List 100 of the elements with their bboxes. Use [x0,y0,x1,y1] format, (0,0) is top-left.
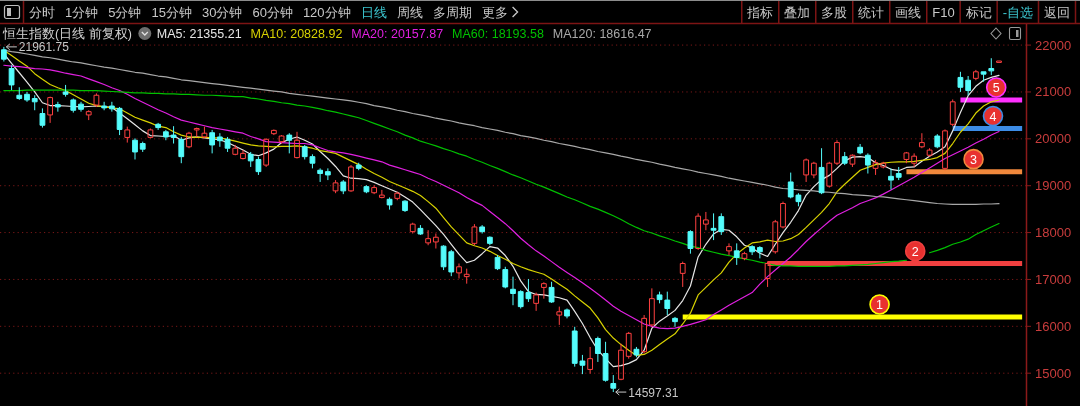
candlestick [332,179,339,194]
text: 返回 [1044,5,1070,20]
text: 指标 [746,5,774,20]
candlestick [324,167,331,181]
candlestick [502,266,509,289]
text: 1分钟 [65,5,99,20]
candlestick [548,281,555,304]
candlestick [533,292,540,312]
candlestick [479,224,486,235]
candlestick [841,151,848,166]
candlestick [263,137,270,168]
text: 多股 [821,5,848,20]
series-label: 2 [911,244,919,259]
candlestick [756,245,763,259]
candlestick [54,101,61,113]
candlestick [857,143,864,155]
candlestick [139,141,146,153]
candlestick [0,46,7,62]
candlestick [826,161,833,189]
text: MA20: 20157.87 [351,27,444,41]
candlestick [425,229,432,246]
candlestick [47,96,54,124]
candlestick [209,129,216,154]
text: MA120: 18616.47 [552,27,652,41]
annotation: 14597.31 [628,385,679,400]
text: 30分钟 [201,5,243,20]
text: 日线 [360,5,387,20]
y-tick-label: 21000 [1035,84,1072,100]
y-tick-label: 16000 [1035,318,1072,334]
candlestick [641,314,648,354]
text: 15分钟 [151,5,192,20]
candlestick [232,144,239,156]
candlestick [432,233,439,250]
candlestick [679,261,686,288]
candlestick [494,254,501,271]
candlestick [348,164,354,193]
candlestick [62,84,69,98]
text: 分时 [29,5,55,20]
y-tick-label: 19000 [1035,178,1072,194]
candlestick [602,341,609,383]
candlestick [687,229,694,255]
candlestick [834,139,840,166]
candlestick [903,151,910,164]
candlestick [39,107,46,129]
candlestick [564,308,570,319]
candlestick [386,196,393,211]
candlestick [162,129,169,141]
candlestick [695,212,702,251]
candlestick [741,251,748,261]
candlestick [486,235,493,246]
candlestick [371,184,378,195]
candlestick [618,343,624,381]
candlestick [340,179,347,195]
candlestick [270,128,277,136]
candlestick [378,189,385,199]
series-label: 4 [989,109,997,124]
candlestick [610,374,617,393]
candlestick [702,211,709,231]
candlestick [888,167,894,190]
candlestick [286,132,293,154]
candlestick [965,75,972,96]
candlestick [193,127,200,138]
text: 周线 [396,5,423,20]
candlestick [402,199,408,213]
candlestick [132,137,138,160]
y-tick-label: 18000 [1035,225,1072,241]
candlestick [672,316,678,328]
text: 60分钟 [252,5,293,20]
candlestick [294,131,300,160]
candlestick [587,346,594,375]
candlestick [594,336,601,363]
text: MA60: 18193.58 [452,27,544,41]
candlestick [864,152,871,175]
series-label: 3 [970,152,978,167]
candlestick [201,126,208,139]
candlestick [16,86,23,101]
series-label: 5 [992,80,1000,95]
candlestick [726,242,732,256]
candlestick [278,134,285,145]
candlestick [31,94,38,111]
candlestick [818,147,825,195]
legend-label: MA5: 21355.21 [156,27,242,41]
candlestick [540,281,547,300]
candlestick [216,132,223,148]
text: 画线 [895,5,922,20]
candlestick [178,136,185,164]
candlestick [942,128,948,171]
y-tick-label: 22000 [1035,37,1072,53]
candlestick [70,98,77,114]
text: F10 [932,5,955,20]
candlestick [849,153,856,168]
candlestick [972,69,979,81]
candlestick [949,98,956,127]
candlestick [155,122,162,131]
candlestick [116,106,123,136]
candlestick [934,133,941,149]
y-tick-label: 17000 [1035,271,1072,287]
text: -自选 [1002,5,1033,20]
text: 多周期 [432,5,472,20]
candlestick [911,152,918,168]
